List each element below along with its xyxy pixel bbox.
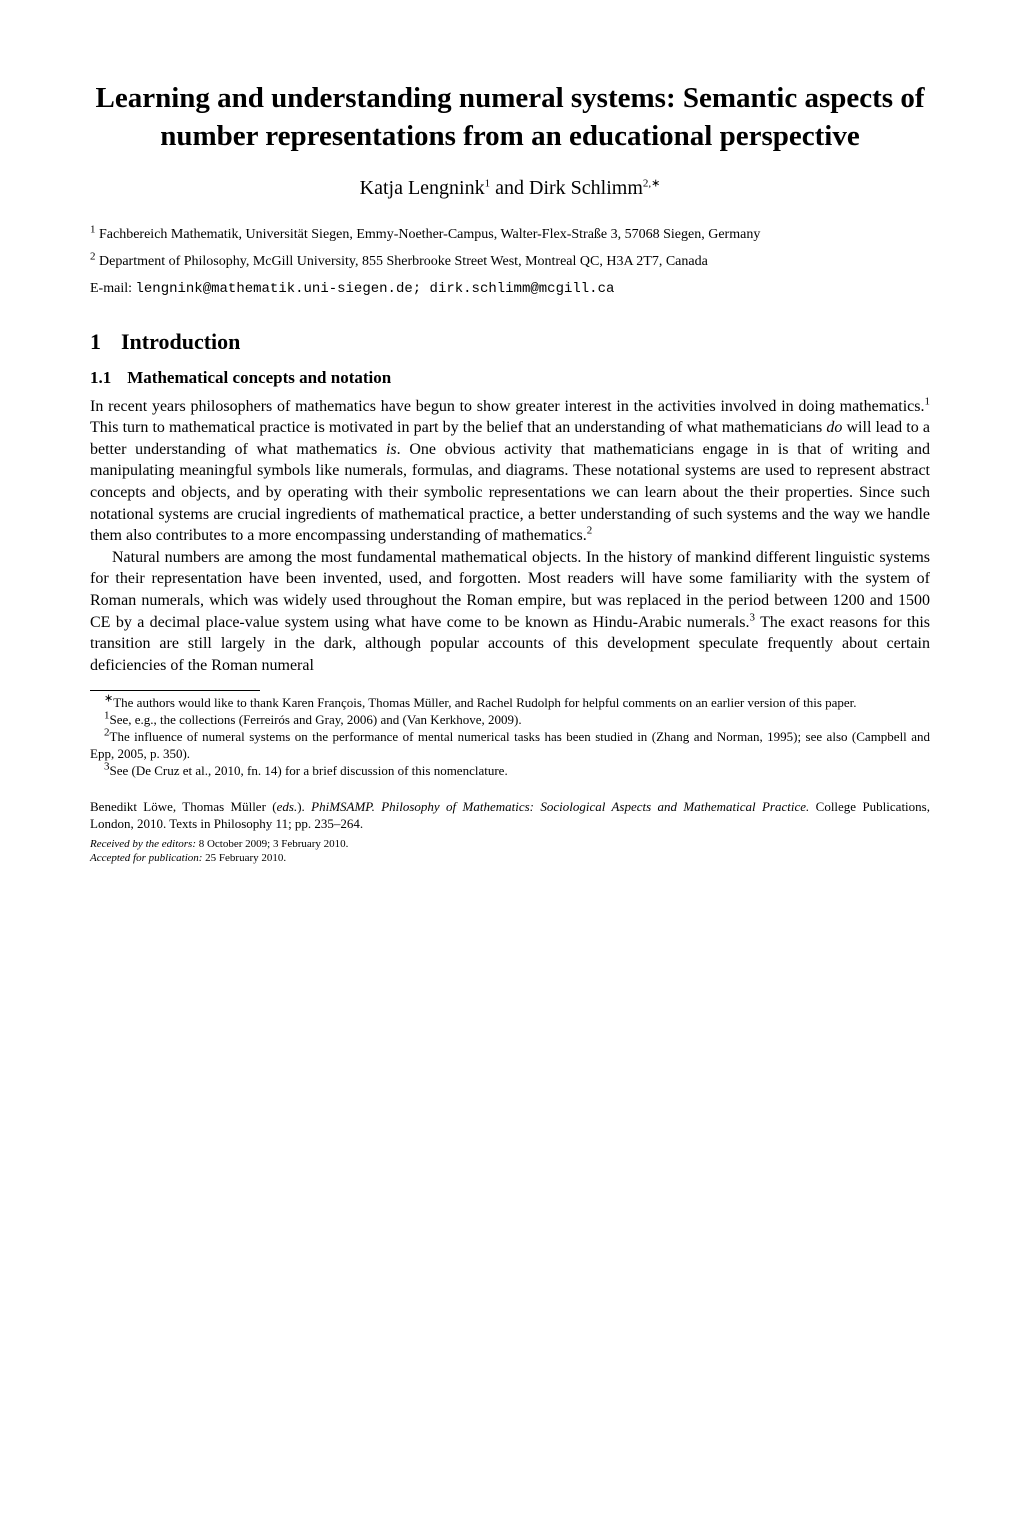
received-label: Received by the editors: bbox=[90, 838, 196, 850]
p1-i1: do bbox=[826, 419, 842, 436]
footnote-ref-1: 1 bbox=[925, 395, 931, 407]
email-label: E-mail: bbox=[90, 281, 136, 296]
footnote-star: ∗The authors would like to thank Karen F… bbox=[90, 695, 930, 712]
affiliation-1: 1 Fachbereich Mathematik, Universität Si… bbox=[90, 226, 930, 245]
email-line: E-mail: lengnink@mathematik.uni-siegen.d… bbox=[90, 280, 930, 299]
page-title: Learning and understanding numeral syste… bbox=[90, 80, 930, 155]
footnote-1-text: See, e.g., the collections (Ferreirós an… bbox=[110, 712, 522, 727]
footnote-2: 2The influence of numeral systems on the… bbox=[90, 729, 930, 763]
footnote-star-mark: ∗ bbox=[104, 693, 113, 705]
section-1-heading: 1 Introduction bbox=[90, 327, 930, 357]
received-block: Received by the editors: 8 October 2009;… bbox=[90, 837, 930, 866]
section-1-number: 1 bbox=[90, 327, 101, 357]
p1-t2: This turn to mathematical practice is mo… bbox=[90, 419, 826, 436]
subsection-1-1-title: Mathematical concepts and notation bbox=[127, 368, 391, 387]
footnote-divider bbox=[90, 690, 260, 691]
body-paragraph-2: Natural numbers are among the most funda… bbox=[90, 547, 930, 677]
subsection-1-1-heading: 1.1 Mathematical concepts and notation bbox=[90, 367, 930, 390]
affiliation-2: 2 Department of Philosophy, McGill Unive… bbox=[90, 253, 930, 272]
accepted-date: 25 February 2010. bbox=[202, 852, 286, 864]
footnote-3-text: See (De Cruz et al., 2010, fn. 14) for a… bbox=[110, 763, 508, 778]
footnote-ref-2: 2 bbox=[587, 525, 593, 537]
email-value: lengnink@mathematik.uni-siegen.de; dirk.… bbox=[136, 281, 615, 297]
footnote-3: 3See (De Cruz et al., 2010, fn. 14) for … bbox=[90, 763, 930, 780]
ref-i2: PhiMSAMP. Philosophy of Mathematics: Soc… bbox=[311, 799, 809, 814]
author-1-name: Katja Lengnink bbox=[360, 177, 485, 199]
p1-i2: is bbox=[386, 441, 397, 458]
section-1-title: Introduction bbox=[121, 329, 240, 354]
authors-line: Katja Lengnink1 and Dirk Schlimm2,∗ bbox=[90, 175, 930, 202]
subsection-1-1-number: 1.1 bbox=[90, 367, 111, 390]
footnote-2-text: The influence of numeral systems on the … bbox=[90, 729, 930, 761]
author-2-name: Dirk Schlimm bbox=[529, 177, 643, 199]
author-2-sup: 2,∗ bbox=[643, 178, 660, 190]
accepted-label: Accepted for publication: bbox=[90, 852, 202, 864]
authors-sep: and bbox=[490, 177, 529, 199]
ref-t2: ). bbox=[297, 799, 311, 814]
ref-t1: Benedikt Löwe, Thomas Müller ( bbox=[90, 799, 277, 814]
ref-i1: eds. bbox=[277, 799, 298, 814]
affiliation-2-text: Department of Philosophy, McGill Univers… bbox=[96, 254, 708, 269]
footnote-1: 1See, e.g., the collections (Ferreirós a… bbox=[90, 712, 930, 729]
p1-t1: In recent years philosophers of mathemat… bbox=[90, 398, 925, 415]
body-paragraph-1: In recent years philosophers of mathemat… bbox=[90, 396, 930, 547]
footnote-star-text: The authors would like to thank Karen Fr… bbox=[113, 695, 856, 710]
received-dates: 8 October 2009; 3 February 2010. bbox=[196, 838, 348, 850]
publication-reference: Benedikt Löwe, Thomas Müller (eds.). Phi… bbox=[90, 798, 930, 833]
affiliation-1-text: Fachbereich Mathematik, Universität Sieg… bbox=[96, 227, 761, 242]
